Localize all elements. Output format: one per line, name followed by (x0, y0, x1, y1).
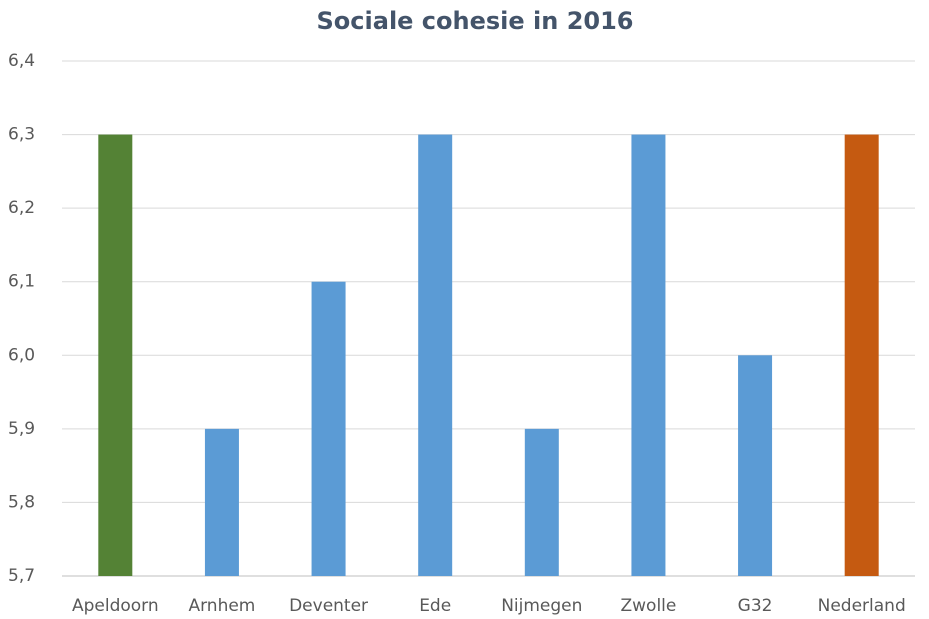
x-tick-label: Apeldoorn (72, 596, 159, 616)
y-tick-label: 6,1 (8, 272, 35, 292)
y-tick-label: 5,7 (8, 566, 35, 586)
y-tick-label: 6,2 (8, 198, 35, 218)
bar (311, 281, 346, 576)
y-tick-label: 5,9 (8, 419, 35, 439)
x-tick-label: Nijmegen (501, 596, 582, 616)
bar (418, 134, 453, 577)
x-tick-label: G32 (738, 596, 773, 616)
x-tick-label: Ede (419, 596, 451, 616)
bar (631, 134, 666, 577)
y-tick-label: 6,0 (8, 345, 35, 365)
x-tick-label: Deventer (289, 596, 368, 616)
bar (98, 134, 133, 577)
x-tick-label: Nederland (818, 596, 906, 616)
y-tick-label: 5,8 (8, 492, 35, 512)
chart-title: Sociale cohesie in 2016 (317, 7, 634, 35)
x-tick-label: Arnhem (188, 596, 255, 616)
bar (204, 428, 239, 576)
bar (524, 428, 559, 576)
bar (738, 355, 773, 576)
bar (844, 134, 879, 577)
y-tick-label: 6,3 (8, 125, 35, 145)
y-tick-label: 6,4 (8, 51, 35, 71)
x-tick-label: Zwolle (621, 596, 677, 616)
